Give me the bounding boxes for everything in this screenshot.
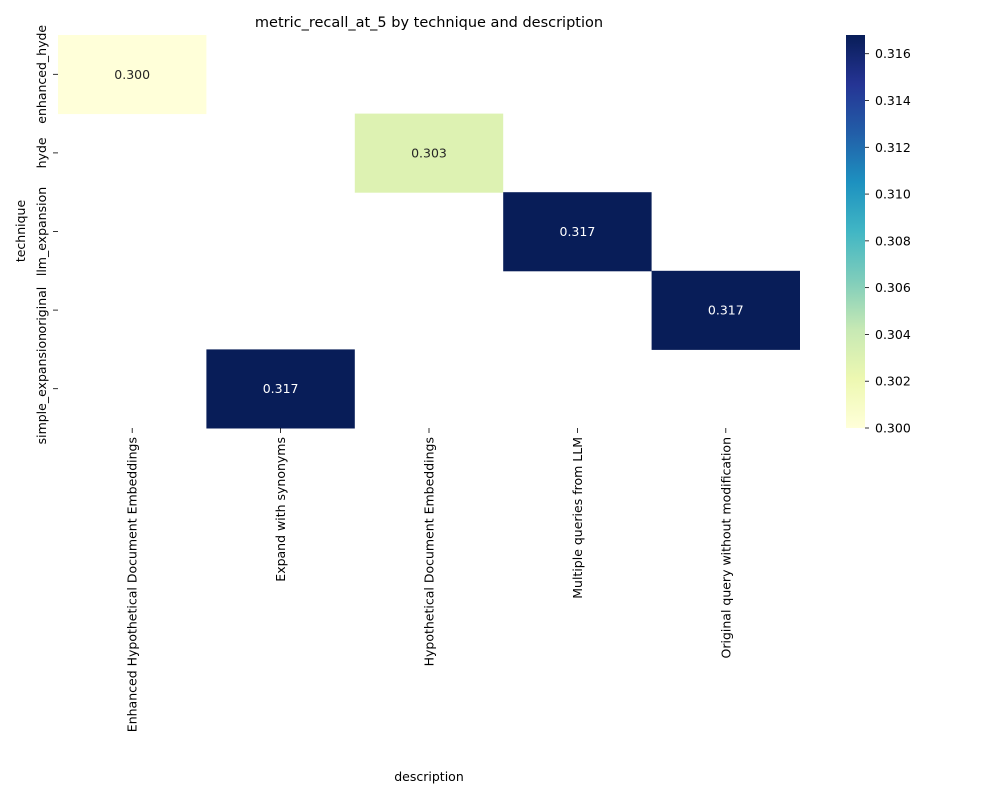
x-tick-label: Multiple queries from LLM — [570, 437, 585, 599]
y-tick-label: original — [34, 287, 49, 334]
cell-value-label: 0.300 — [114, 67, 150, 82]
heatmap-cell — [354, 113, 504, 193]
cell-value-label: 0.303 — [411, 145, 447, 160]
colorbar: 0.300 0.302 0.304 0.306 0.308 0.310 0.312 0.314… — [846, 35, 911, 436]
y-tick-label: simple_expansion — [34, 333, 49, 444]
y-tick-label: enhanced_hyde — [34, 25, 49, 124]
x-axis-label: description — [394, 769, 464, 784]
colorbar-tick-label: 0.302 — [875, 374, 911, 389]
colorbar-tick-label: 0.312 — [875, 140, 911, 155]
x-tick-label: Enhanced Hypothetical Document Embedding… — [125, 437, 140, 732]
colorbar-tick-label: 0.314 — [875, 93, 911, 108]
cell-value-label: 0.317 — [263, 381, 299, 396]
y-axis-label: technique — [13, 200, 28, 263]
colorbar-tick-label: 0.310 — [875, 187, 911, 202]
colorbar-tick-label: 0.304 — [875, 327, 911, 342]
heatmap-cell — [651, 270, 800, 350]
y-tick-label: llm_expansion — [34, 187, 49, 276]
colorbar-tick-label: 0.306 — [875, 280, 911, 295]
x-tick-label: Hypothetical Document Embeddings — [422, 437, 437, 666]
cell-value-label: 0.317 — [708, 303, 744, 318]
heatmap-cell — [58, 35, 207, 115]
colorbar-gradient — [846, 35, 865, 428]
colorbar-tick-label: 0.300 — [875, 421, 911, 436]
heatmap-cell — [206, 349, 355, 429]
x-tick-label: Original query without modification — [718, 437, 733, 659]
y-tick-label: hyde — [34, 137, 49, 168]
colorbar-tick-label: 0.308 — [875, 233, 911, 248]
x-axis: Enhanced Hypothetical Document Embedding… — [125, 428, 733, 732]
heatmap-cell — [503, 192, 652, 272]
x-tick-label: Expand with synonyms — [273, 437, 288, 582]
heatmap-cells: 0.300 0.303 0.317 0.317 0.317 — [58, 35, 800, 429]
colorbar-tick-label: 0.316 — [875, 46, 911, 61]
chart-title: metric_recall_at_5 by technique and desc… — [255, 15, 603, 31]
cell-value-label: 0.317 — [560, 224, 596, 239]
